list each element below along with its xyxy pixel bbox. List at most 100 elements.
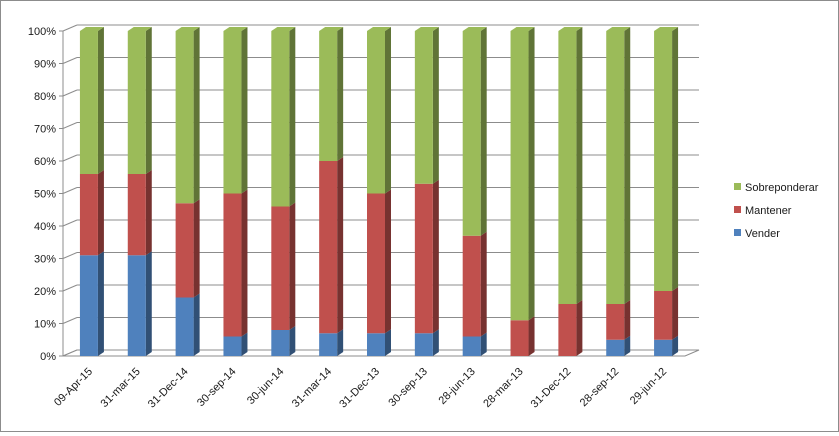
x-tick-label: 30-sep-13 (386, 366, 430, 410)
bar-segment-sobreponderar (127, 27, 152, 174)
bar-top (606, 27, 631, 31)
legend-label: Sobreponderar (745, 182, 819, 194)
bar-segment-sobreponderar (271, 27, 296, 207)
y-tick-label: 50% (34, 189, 56, 201)
y-tick-label: 20% (34, 286, 56, 298)
bar-segment-sobreponderar (462, 27, 487, 236)
bar-side (193, 293, 200, 356)
bar-side (480, 332, 487, 356)
bar-top (271, 27, 296, 31)
bar-front (414, 31, 433, 184)
x-tick-label: 31-Dec-12 (529, 366, 574, 411)
bar-front (462, 235, 481, 337)
bar-side (672, 335, 679, 356)
x-tick-label: 28-mar-13 (481, 366, 525, 410)
gridline-diagonal (62, 57, 78, 64)
bar-segment-sobreponderar (175, 27, 200, 204)
y-tick-label: 10% (34, 319, 56, 331)
bar-segment-vender (462, 332, 487, 356)
gridline-diagonal (62, 24, 78, 32)
bar-side (241, 189, 248, 337)
bar-front (654, 31, 673, 291)
bar-segment-mantener (127, 170, 152, 256)
gridline-diagonal (62, 122, 78, 129)
bar-front (510, 320, 529, 356)
gridline-diagonal (62, 317, 78, 324)
bar-segment-mantener (175, 199, 200, 298)
bar-front (414, 333, 433, 356)
bar-front (654, 291, 673, 340)
bar-segment-vender (414, 329, 439, 356)
bar-front (175, 203, 194, 298)
legend-swatch (734, 229, 741, 236)
bar-front (271, 330, 290, 356)
bar-side (241, 332, 248, 356)
bar-segment-sobreponderar (367, 27, 391, 194)
gridline-diagonal (62, 252, 78, 259)
bar-top (654, 27, 679, 31)
bar-segment-mantener (510, 316, 535, 356)
bar-segment-sobreponderar (558, 27, 583, 304)
bar-side (97, 251, 104, 356)
gridline-diagonal (62, 187, 78, 194)
bar-segment-mantener (79, 170, 104, 256)
bar-front (462, 31, 481, 236)
bar-side (193, 199, 200, 298)
bar-front (127, 255, 146, 356)
bar-segment-mantener (223, 189, 248, 337)
bar-side (624, 335, 631, 356)
x-tick-label: 09-Apr-15 (52, 366, 95, 409)
bar-segment-vender (271, 326, 296, 356)
bar-segment-sobreponderar (79, 27, 104, 174)
y-tick-label: 40% (34, 221, 56, 233)
bar-front (367, 31, 385, 194)
legend-swatch (734, 183, 741, 190)
bar-segment-vender (127, 251, 152, 356)
y-tick-label: 60% (34, 156, 56, 168)
x-tick-label: 31-mar-15 (99, 366, 143, 410)
bar-top (319, 27, 344, 31)
bar-segment-mantener (606, 300, 631, 340)
y-tick-label: 90% (34, 59, 56, 71)
bar-segment-vender (319, 329, 344, 356)
y-tick-label: 80% (34, 91, 56, 103)
bar-side (385, 27, 391, 194)
bar-segment-sobreponderar (510, 27, 535, 321)
bar-front (414, 183, 433, 334)
bar-segment-mantener (558, 300, 583, 356)
bar-segment-vender (223, 332, 248, 356)
bar-segment-sobreponderar (654, 27, 679, 291)
x-tick-label: 31-Dec-13 (337, 366, 382, 411)
x-tick-label: 31-Dec-14 (146, 366, 191, 411)
y-tick-label: 70% (34, 124, 56, 136)
bar-front (319, 31, 338, 161)
bar-front (223, 336, 242, 356)
bar-front (175, 31, 194, 204)
bar-segment-vender (606, 335, 631, 356)
bar-front (223, 31, 242, 194)
bar-top (510, 27, 535, 31)
y-tick-label: 30% (34, 254, 56, 266)
x-tick-label: 29-jun-12 (628, 366, 669, 407)
bar-segment-vender (654, 335, 679, 356)
bar-segment-mantener (367, 189, 391, 334)
bar-segment-vender (367, 329, 391, 356)
bar-segment-mantener (271, 202, 296, 330)
bar-front (606, 339, 625, 356)
bar-segment-sobreponderar (606, 27, 631, 304)
bar-side (145, 27, 152, 174)
bar-side (672, 27, 679, 291)
bar-segment-mantener (319, 157, 344, 334)
bar-front (223, 193, 242, 337)
bar-segment-mantener (414, 179, 439, 334)
bar-front (462, 336, 481, 356)
bar-front (127, 174, 146, 256)
bar-front (79, 174, 98, 256)
bar-front (175, 297, 194, 356)
bar-side (97, 170, 104, 256)
bar-side (624, 27, 631, 304)
bar-side (432, 179, 439, 334)
gridline-diagonal (62, 219, 78, 227)
